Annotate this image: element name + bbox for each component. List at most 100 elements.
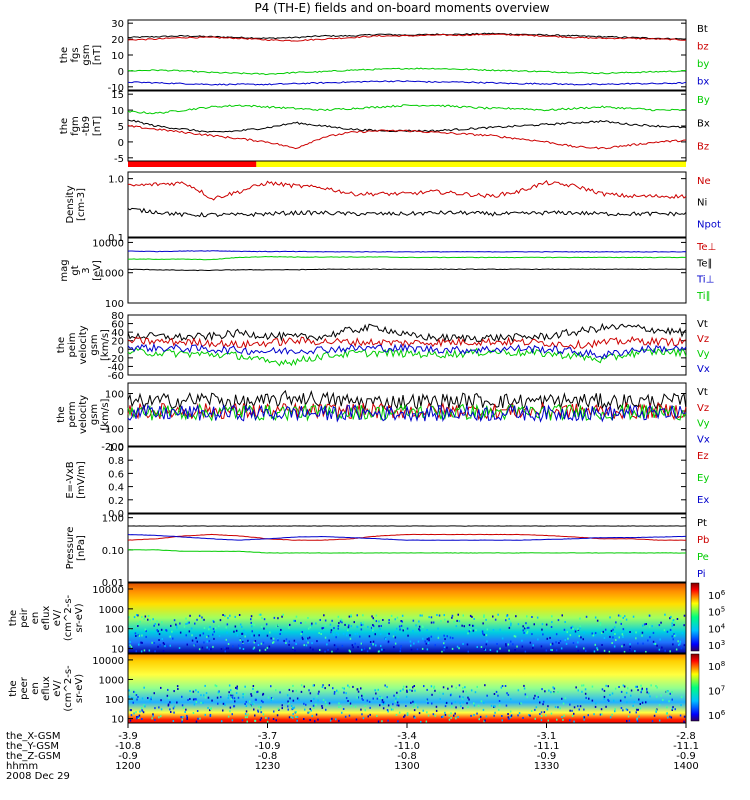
spectrogram-speck [252,685,255,687]
spectrogram-speck [452,637,454,640]
y-axis-label-line: Density [65,185,76,223]
spectrogram-speck [591,632,593,635]
spectrogram-speck [524,650,527,653]
spectrogram-speck [414,689,416,692]
spectrogram-speck [208,628,210,631]
spectrogram-speck [585,615,588,618]
spectrogram-speck [483,648,485,651]
spectrogram-speck [323,614,325,617]
spectrogram-speck [350,615,352,618]
spectrogram-speck [387,710,389,713]
spectrogram-speck [208,640,211,643]
y-axis-label-line: (cm^2-s- [63,665,74,712]
spectrogram-speck [211,699,213,702]
spectrogram-speck [312,648,314,651]
legend-Vx: Vx [697,434,710,445]
spectrogram-speck [630,694,632,697]
spectrogram-speck [344,623,346,626]
spectrogram-speck [338,705,340,708]
spectrogram-speck [497,694,499,697]
spectrogram-speck [349,650,351,653]
series-line-Vx [127,342,687,360]
spectrogram-speck [532,644,534,647]
spectrogram-speck [257,644,260,646]
spectrogram-speck [656,686,658,689]
spectrogram-speck [351,644,354,647]
spectrogram-speck [175,625,178,628]
spectrogram-speck [348,624,350,627]
colorbar [690,582,700,652]
spectrogram-speck [380,625,382,627]
footer-value: -3.4 [397,731,417,742]
spectrogram-speck [324,687,326,690]
spectrogram-speck [369,647,371,650]
spectrogram-speck [200,694,202,697]
spectrogram-speck [202,619,204,622]
legend-Te∥: Te∥ [696,258,713,269]
spectrogram-speck [250,615,253,618]
spectrogram-speck [671,707,674,710]
spectrogram-speck [484,719,486,722]
spectrogram-speck [396,704,398,707]
spectrogram-speck [454,712,456,715]
spectrogram-speck [144,628,147,631]
spectrogram-speck [591,685,594,688]
spectrogram-speck [482,708,485,711]
spectrogram-speck [213,637,215,640]
spectrogram-speck [381,699,384,702]
spectrogram-speck [246,716,248,719]
spectrogram-speck [131,697,134,699]
spectrogram-speck [405,685,408,688]
spectrogram-speck [591,699,594,702]
spectrogram-speck [209,713,212,716]
spectrogram-speck [345,623,347,626]
spectrogram-speck [472,624,475,627]
y-tick-label: -5 [114,154,124,165]
spectrogram-speck [394,700,397,703]
spectrogram-speck [386,709,389,711]
spectrogram-speck [372,643,374,646]
spectrogram-speck [426,638,429,641]
spectrogram-speck [329,623,332,626]
spectrogram-speck [444,702,447,705]
spectrogram-speck [288,626,290,629]
spectrogram-speck [614,708,616,711]
spectrogram-speck [437,636,440,639]
spectrogram-speck [603,695,606,698]
spectrogram-speck [372,640,375,643]
spectrogram-speck [143,686,145,689]
spectrogram-speck [153,642,156,644]
spectrogram-speck [402,688,404,691]
spectrogram-speck [254,698,257,701]
spectrogram-speck [444,705,447,708]
spectrogram-speck [311,715,313,717]
spectrogram-speck [406,690,408,693]
spectrogram-speck [645,701,647,704]
spectrogram-speck [418,712,421,715]
spectrogram-speck [244,635,246,638]
footer-label-the_Z-GSM: the_Z-GSM [6,751,61,762]
spectrogram-speck [530,710,533,712]
spectrogram-speck [321,627,323,630]
spectrogram-speck [622,628,625,631]
spectrogram-speck [425,720,428,723]
spectrogram-speck [500,686,503,689]
spectrogram-speck [584,692,587,695]
spectrogram-speck [536,692,538,695]
spectrogram-speck [143,649,146,652]
spectrogram-speck [214,627,217,630]
spectrogram-speck [356,614,358,617]
spectrogram-speck [208,648,210,651]
spectrogram-speck [249,700,251,703]
spectrogram-speck [550,712,553,715]
spectrogram-speck [473,714,475,716]
spectrogram-speck [387,640,390,643]
spectrogram-speck [343,691,345,694]
spectrogram-speck [292,699,295,702]
spectrogram-speck [683,715,686,718]
spectrogram-speck [406,627,409,630]
spectrogram-speck [322,627,325,629]
spectrogram-speck [619,699,622,702]
spectrogram-speck [143,618,145,620]
